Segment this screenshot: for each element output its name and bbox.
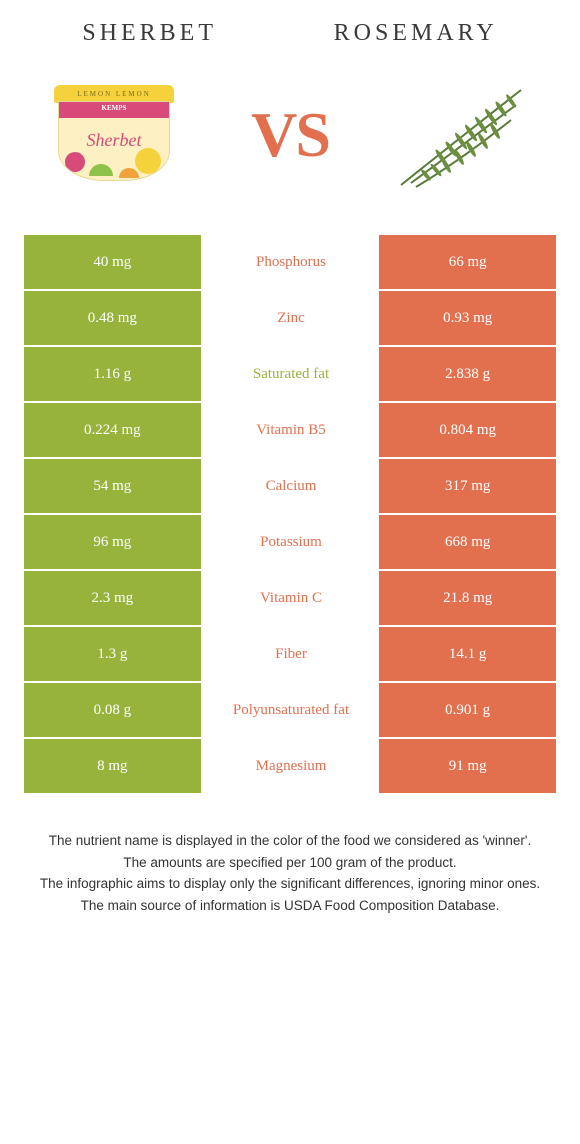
nutrient-label: Vitamin C — [203, 571, 380, 625]
table-row: 96 mgPotassium668 mg — [24, 515, 556, 571]
table-row: 0.48 mgZinc0.93 mg — [24, 291, 556, 347]
table-row: 8 mgMagnesium91 mg — [24, 739, 556, 795]
right-value: 66 mg — [379, 235, 556, 289]
right-value: 0.93 mg — [379, 291, 556, 345]
nutrient-label: Calcium — [203, 459, 380, 513]
nutrient-label: Polyunsaturated fat — [203, 683, 380, 737]
left-value: 1.3 g — [24, 627, 203, 681]
footnote-line: The amounts are specified per 100 gram o… — [32, 853, 548, 873]
left-value: 0.48 mg — [24, 291, 203, 345]
table-row: 2.3 mgVitamin C21.8 mg — [24, 571, 556, 627]
left-value: 1.16 g — [24, 347, 203, 401]
table-row: 54 mgCalcium317 mg — [24, 459, 556, 515]
right-value: 0.901 g — [379, 683, 556, 737]
footnote-line: The main source of information is USDA F… — [32, 896, 548, 916]
left-value: 0.224 mg — [24, 403, 203, 457]
right-food-image — [386, 70, 546, 200]
nutrient-label: Potassium — [203, 515, 380, 569]
table-row: 0.08 gPolyunsaturated fat0.901 g — [24, 683, 556, 739]
nutrient-label: Phosphorus — [203, 235, 380, 289]
nutrient-label: Vitamin B5 — [203, 403, 380, 457]
right-value: 2.838 g — [379, 347, 556, 401]
header: Sherbet Rosemary — [24, 20, 556, 47]
footnotes: The nutrient name is displayed in the co… — [24, 831, 556, 915]
images-row: LEMON LEMON KEMPS Sherbet VS — [34, 65, 546, 205]
table-row: 40 mgPhosphorus66 mg — [24, 235, 556, 291]
cup-body: KEMPS Sherbet — [58, 101, 170, 181]
left-value: 2.3 mg — [24, 571, 203, 625]
nutrient-label: Zinc — [203, 291, 380, 345]
left-value: 40 mg — [24, 235, 203, 289]
footnote-line: The nutrient name is displayed in the co… — [32, 831, 548, 851]
left-food-image: LEMON LEMON KEMPS Sherbet — [34, 70, 194, 200]
nutrient-label: Saturated fat — [203, 347, 380, 401]
right-value: 317 mg — [379, 459, 556, 513]
table-row: 1.3 gFiber14.1 g — [24, 627, 556, 683]
right-value: 14.1 g — [379, 627, 556, 681]
table-row: 0.224 mgVitamin B50.804 mg — [24, 403, 556, 459]
vs-label: VS — [251, 98, 329, 172]
rosemary-icon — [391, 75, 541, 195]
right-value: 91 mg — [379, 739, 556, 793]
left-value: 96 mg — [24, 515, 203, 569]
table-row: 1.16 gSaturated fat2.838 g — [24, 347, 556, 403]
left-food-title: Sherbet — [82, 20, 217, 47]
nutrient-label: Fiber — [203, 627, 380, 681]
right-value: 668 mg — [379, 515, 556, 569]
nutrient-label: Magnesium — [203, 739, 380, 793]
left-value: 8 mg — [24, 739, 203, 793]
footnote-line: The infographic aims to display only the… — [32, 874, 548, 894]
left-value: 54 mg — [24, 459, 203, 513]
sherbet-cup-icon: LEMON LEMON KEMPS Sherbet — [54, 85, 174, 185]
right-value: 0.804 mg — [379, 403, 556, 457]
nutrient-table: 40 mgPhosphorus66 mg0.48 mgZinc0.93 mg1.… — [24, 235, 556, 795]
right-food-title: Rosemary — [334, 20, 498, 47]
right-value: 21.8 mg — [379, 571, 556, 625]
left-value: 0.08 g — [24, 683, 203, 737]
